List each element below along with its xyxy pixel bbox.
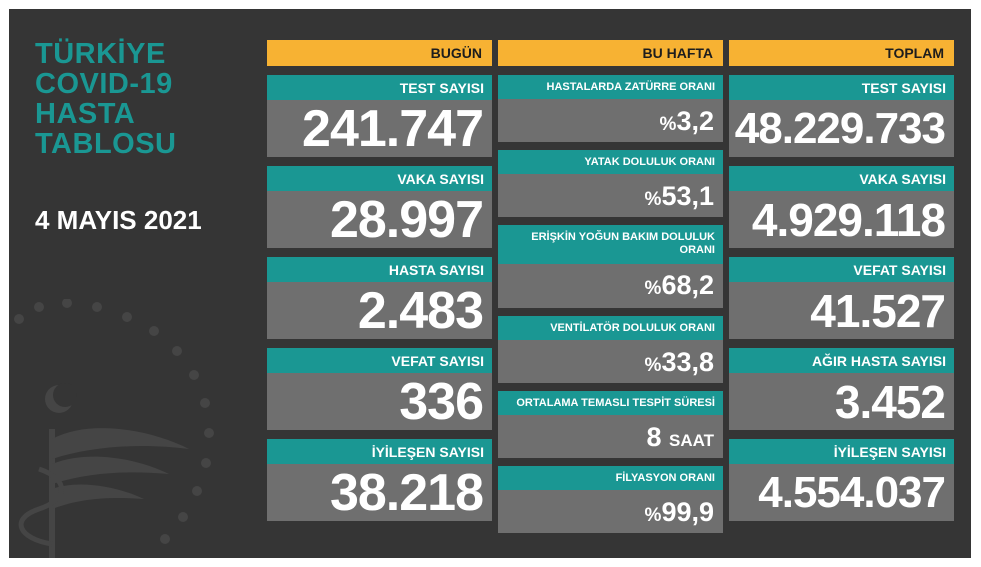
- percent-sign: %: [659, 114, 677, 135]
- column-header: BU HAFTA: [498, 40, 723, 66]
- percent-sign: %: [644, 505, 662, 526]
- stat-label: AĞIR HASTA SAYISI: [729, 348, 954, 373]
- rate-panel: ERİŞKİN YOĞUN BAKIM DOLULUK ORANI %68,2: [498, 225, 723, 308]
- stat-panel: İYİLEŞEN SAYISI 4.554.037: [729, 439, 954, 521]
- stat-label: İYİLEŞEN SAYISI: [729, 439, 954, 464]
- rate-unit: SAAT: [668, 431, 714, 450]
- stat-panel: VAKA SAYISI 28.997: [267, 166, 492, 249]
- stat-value: 2.483: [267, 282, 492, 340]
- rate-panel: HASTALARDA ZATÜRRE ORANI %3,2: [498, 75, 723, 142]
- rate-number: 3,2: [676, 106, 714, 136]
- percent-sign: %: [644, 278, 662, 299]
- rate-label: HASTALARDA ZATÜRRE ORANI: [498, 75, 723, 99]
- rate-value: %3,2: [498, 99, 723, 142]
- percent-sign: %: [644, 355, 662, 376]
- stat-label: TEST SAYISI: [729, 75, 954, 100]
- column-bugun: BUGÜN TEST SAYISI 241.747 VAKA SAYISI 28…: [267, 40, 492, 522]
- column-bu-hafta: BU HAFTA HASTALARDA ZATÜRRE ORANI %3,2 Y…: [498, 40, 723, 533]
- rate-label: YATAK DOLULUK ORANI: [498, 150, 723, 174]
- covid-board: TÜRKİYE COVID-19 HASTA TABLOSU 4 MAYIS 2…: [9, 9, 971, 558]
- column-header: BUGÜN: [267, 40, 492, 66]
- percent-sign: %: [644, 189, 662, 210]
- stat-label: VEFAT SAYISI: [267, 348, 492, 373]
- stat-value: 38.218: [267, 464, 492, 522]
- rate-label: ORTALAMA TEMASLI TESPİT SÜRESİ: [498, 391, 723, 415]
- stat-value: 28.997: [267, 191, 492, 249]
- stat-panel: TEST SAYISI 48.229.733: [729, 75, 954, 157]
- title-line: TABLOSU: [35, 128, 177, 160]
- rate-number: 99,9: [661, 497, 714, 527]
- ministry-of-health-emblem-icon: [14, 299, 214, 558]
- stat-value: 3.452: [729, 373, 954, 430]
- title-line: HASTA: [35, 98, 136, 130]
- rate-number: 53,1: [661, 181, 714, 211]
- stat-panel: TEST SAYISI 241.747: [267, 75, 492, 158]
- stat-panel: VEFAT SAYISI 336: [267, 348, 492, 431]
- rate-panel: ORTALAMA TEMASLI TESPİT SÜRESİ 8 SAAT: [498, 391, 723, 458]
- stat-value: 336: [267, 373, 492, 431]
- rate-number: 68,2: [661, 270, 714, 300]
- column-header: TOPLAM: [729, 40, 954, 66]
- stat-label: İYİLEŞEN SAYISI: [267, 439, 492, 464]
- rate-label-line: ORANI: [679, 244, 715, 256]
- rate-value: %33,8: [498, 340, 723, 383]
- rate-panel: YATAK DOLULUK ORANI %53,1: [498, 150, 723, 217]
- stat-value: 4.554.037: [729, 464, 954, 521]
- stat-panel: AĞIR HASTA SAYISI 3.452: [729, 348, 954, 430]
- stat-label: VEFAT SAYISI: [729, 257, 954, 282]
- stat-label: VAKA SAYISI: [729, 166, 954, 191]
- rate-label: ERİŞKİN YOĞUN BAKIM DOLULUK ORANI: [498, 225, 723, 264]
- rate-value: 8 SAAT: [498, 415, 723, 458]
- rate-panel: FİLYASYON ORANI %99,9: [498, 466, 723, 533]
- stat-label: VAKA SAYISI: [267, 166, 492, 191]
- stat-panel: VEFAT SAYISI 41.527: [729, 257, 954, 339]
- stat-value: 241.747: [267, 100, 492, 158]
- stat-panel: İYİLEŞEN SAYISI 38.218: [267, 439, 492, 522]
- stat-value: 48.229.733: [729, 100, 954, 157]
- title-line: TÜRKİYE: [35, 38, 166, 70]
- rate-value: %99,9: [498, 490, 723, 533]
- rate-panel: VENTİLATÖR DOLULUK ORANI %33,8: [498, 316, 723, 383]
- stat-panel: VAKA SAYISI 4.929.118: [729, 166, 954, 248]
- report-date: 4 MAYIS 2021: [35, 205, 202, 235]
- rate-number: 33,8: [661, 347, 714, 377]
- column-toplam: TOPLAM TEST SAYISI 48.229.733 VAKA SAYIS…: [729, 40, 954, 521]
- rate-label: FİLYASYON ORANI: [498, 466, 723, 490]
- page-title: TÜRKİYE COVID-19 HASTA TABLOSU: [35, 39, 177, 159]
- title-line: COVID-19: [35, 68, 173, 100]
- stat-value: 41.527: [729, 282, 954, 339]
- rate-value: %68,2: [498, 264, 723, 308]
- rate-value: %53,1: [498, 174, 723, 217]
- rate-label-line: ERİŞKİN YOĞUN BAKIM DOLULUK: [531, 231, 715, 243]
- stat-label: HASTA SAYISI: [267, 257, 492, 282]
- rate-number: 8: [646, 422, 662, 452]
- stat-label: TEST SAYISI: [267, 75, 492, 100]
- rate-label: VENTİLATÖR DOLULUK ORANI: [498, 316, 723, 340]
- stat-panel: HASTA SAYISI 2.483: [267, 257, 492, 340]
- stat-value: 4.929.118: [729, 191, 954, 248]
